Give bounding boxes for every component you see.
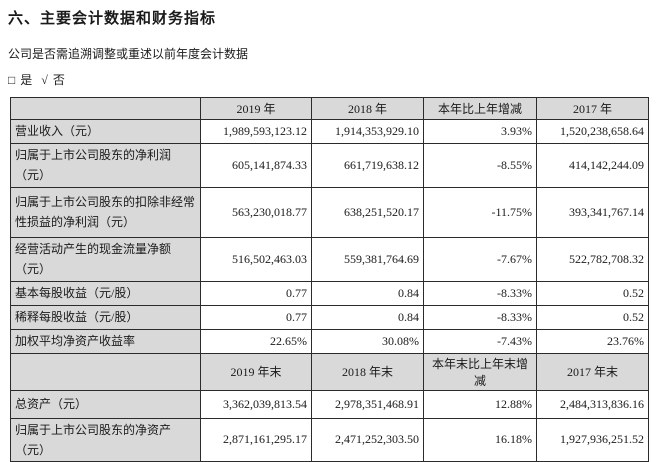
header-year-end-change: 本年末比上年末增减 xyxy=(423,352,537,391)
restatement-options: □ 是 √ 否 xyxy=(8,71,656,88)
row-label: 归属于上市公司股东的扣除非经常性损益的净利润（元） xyxy=(10,186,201,238)
checkmark-icon: √ xyxy=(41,73,48,87)
cell-2017: 1,520,238,658.64 xyxy=(536,119,649,144)
header-2018: 2018 年 xyxy=(311,97,424,120)
table-row-operating-cash-flow: 经营活动产生的现金流量净额（元） 516,502,463.03 559,381,… xyxy=(10,236,649,282)
cell-2018: 2,471,252,303.50 xyxy=(311,417,424,462)
row-label: 总资产（元） xyxy=(10,389,201,419)
cell-2019: 2,871,161,295.17 xyxy=(200,417,312,462)
cell-change: 3.93% xyxy=(423,119,537,144)
cell-2019: 3,362,039,813.54 xyxy=(200,389,312,419)
header-2019: 2019 年 xyxy=(200,97,312,120)
cell-change: 16.18% xyxy=(423,417,537,462)
cell-change: 12.88% xyxy=(423,389,537,419)
cell-change: -8.55% xyxy=(423,143,537,188)
cell-2018: 30.08% xyxy=(311,328,424,354)
cell-2017: 23.76% xyxy=(536,328,649,354)
header-empty-cell xyxy=(10,352,201,391)
cell-2017: 1,927,936,251.52 xyxy=(536,417,649,462)
table-row-revenue: 营业收入（元） 1,989,593,123.12 1,914,353,929.1… xyxy=(10,119,649,144)
cell-2017: 2,484,313,836.16 xyxy=(536,389,649,419)
table-row-diluted-eps: 稀释每股收益（元/股） 0.77 0.84 -8.33% 0.52 xyxy=(10,304,649,330)
cell-change: -7.67% xyxy=(423,236,537,282)
table-row-net-profit: 归属于上市公司股东的净利润（元） 605,141,874.33 661,719,… xyxy=(10,143,649,188)
option-no-label: 否 xyxy=(52,73,65,87)
cell-2018: 0.84 xyxy=(311,304,424,330)
cell-change: -8.33% xyxy=(423,304,537,330)
header-2017-end: 2017 年末 xyxy=(536,352,649,391)
cell-2019: 22.65% xyxy=(200,328,312,354)
cell-change: -11.75% xyxy=(423,186,537,238)
table-row-basic-eps: 基本每股收益（元/股） 0.77 0.84 -8.33% 0.52 xyxy=(10,280,649,306)
restatement-question: 公司是否需追溯调整或重述以前年度会计数据 xyxy=(8,47,249,61)
table-row-net-profit-excl-nonrecurring: 归属于上市公司股东的扣除非经常性损益的净利润（元） 563,230,018.77… xyxy=(10,186,649,238)
cell-2019: 1,989,593,123.12 xyxy=(200,119,312,144)
row-label: 归属于上市公司股东的净资产（元） xyxy=(10,417,201,462)
row-label: 加权平均净资产收益率 xyxy=(10,328,201,354)
row-label: 营业收入（元） xyxy=(10,119,201,144)
cell-2017: 522,782,708.32 xyxy=(536,236,649,282)
row-label: 稀释每股收益（元/股） xyxy=(10,304,201,330)
cell-2018: 2,978,351,468.91 xyxy=(311,389,424,419)
cell-2018: 1,914,353,929.10 xyxy=(311,119,424,144)
cell-2019: 0.77 xyxy=(200,280,312,306)
cell-2018: 0.84 xyxy=(311,280,424,306)
financial-indicators-table: 2019 年 2018 年 本年比上年增减 2017 年 营业收入（元） 1,9… xyxy=(10,97,649,462)
table-row-total-assets: 总资产（元） 3,362,039,813.54 2,978,351,468.91… xyxy=(10,389,649,419)
option-yes-label: 是 xyxy=(20,73,33,87)
row-label: 经营活动产生的现金流量净额（元） xyxy=(10,236,201,282)
cell-2017: 0.52 xyxy=(536,280,649,306)
cell-2018: 559,381,764.69 xyxy=(311,236,424,282)
table-row-net-assets: 归属于上市公司股东的净资产（元） 2,871,161,295.17 2,471,… xyxy=(10,417,649,462)
header-yoy-change: 本年比上年增减 xyxy=(423,97,537,120)
cell-2018: 661,719,638.12 xyxy=(311,143,424,188)
header-empty-cell xyxy=(10,97,201,120)
cell-2017: 414,142,244.09 xyxy=(536,143,649,188)
cell-2019: 0.77 xyxy=(200,304,312,330)
cell-2019: 516,502,463.03 xyxy=(200,236,312,282)
page-title: 六、主要会计数据和财务指标 xyxy=(8,11,217,27)
cell-2019: 605,141,874.33 xyxy=(200,143,312,188)
cell-2017: 393,341,767.14 xyxy=(536,186,649,238)
header-2019-end: 2019 年末 xyxy=(200,352,312,391)
cell-2017: 0.52 xyxy=(536,304,649,330)
row-label: 归属于上市公司股东的净利润（元） xyxy=(10,143,201,188)
checkbox-unchecked-icon: □ xyxy=(8,73,16,87)
table-row-weighted-avg-roe: 加权平均净资产收益率 22.65% 30.08% -7.43% 23.76% xyxy=(10,328,649,354)
table-header-row-year-end: 2019 年末 2018 年末 本年末比上年末增减 2017 年末 xyxy=(10,352,649,391)
header-2018-end: 2018 年末 xyxy=(311,352,424,391)
cell-2019: 563,230,018.77 xyxy=(200,186,312,238)
cell-change: -8.33% xyxy=(423,280,537,306)
header-2017: 2017 年 xyxy=(536,97,649,120)
row-label: 基本每股收益（元/股） xyxy=(10,280,201,306)
table-header-row-annual: 2019 年 2018 年 本年比上年增减 2017 年 xyxy=(10,97,649,120)
cell-2018: 638,251,520.17 xyxy=(311,186,424,238)
cell-change: -7.43% xyxy=(423,328,537,354)
